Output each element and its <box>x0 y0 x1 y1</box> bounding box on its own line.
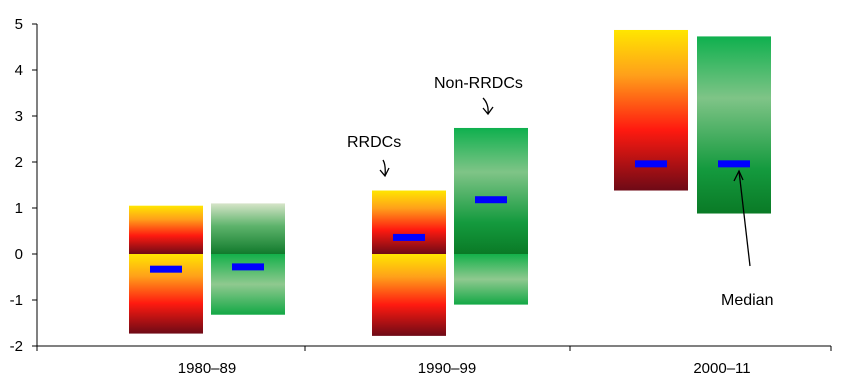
annotation-median: Median <box>721 169 773 309</box>
non-rrdcs-bar-upper <box>454 127 528 254</box>
annotation-rrdcs: RRDCs <box>347 134 401 178</box>
non-rrdcs-median-marker <box>232 263 264 271</box>
x-axis-labels: 1980–89 1990–99 2000–11 <box>36 346 832 377</box>
x-category-label: 1980–89 <box>178 360 236 377</box>
rrdcs-bar-upper <box>372 190 446 254</box>
y-tick-label: 0 <box>15 246 23 263</box>
y-tick-label: -2 <box>10 338 23 355</box>
non-rrdcs-bar <box>697 36 771 214</box>
annotation-median-arrowhead <box>733 169 744 182</box>
y-tick-label: 4 <box>15 62 23 79</box>
rrdcs-bar-upper <box>129 205 203 254</box>
annotation-non-rrdcs-label: Non-RRDCs <box>434 75 523 92</box>
non-rrdcs-bar-lower <box>454 254 528 305</box>
y-tick-label: 1 <box>15 200 23 217</box>
rrdcs-median-marker <box>150 265 182 273</box>
annotation-non-rrdcs-arrow <box>482 97 494 116</box>
y-tick-label: 5 <box>15 16 23 33</box>
x-category-label: 2000–11 <box>693 360 750 377</box>
y-tick-label: 2 <box>15 154 23 171</box>
annotation-median-label: Median <box>721 292 773 309</box>
annotation-rrdcs-label: RRDCs <box>347 134 401 151</box>
non-rrdcs-bar-lower <box>211 254 285 315</box>
rrdcs-median-marker <box>635 160 667 168</box>
x-category-label: 1990–99 <box>418 360 476 377</box>
non-rrdcs-bar-upper <box>211 203 285 254</box>
rrdcs-bar-lower <box>372 254 446 336</box>
rrdcs-median-marker <box>393 233 425 241</box>
y-tick-label: 3 <box>15 108 23 125</box>
annotation-rrdcs-arrow <box>379 159 390 178</box>
non-rrdcs-median-marker <box>718 160 750 168</box>
y-tick-label: -1 <box>10 292 23 309</box>
annotation-non-rrdcs: Non-RRDCs <box>434 75 523 116</box>
y-axis-ticks: 5 4 3 2 1 0 -1 -2 <box>10 16 37 355</box>
annotation-median-arrow-line <box>738 170 751 267</box>
medians-layer <box>150 160 750 273</box>
non-rrdcs-median-marker <box>475 196 507 204</box>
